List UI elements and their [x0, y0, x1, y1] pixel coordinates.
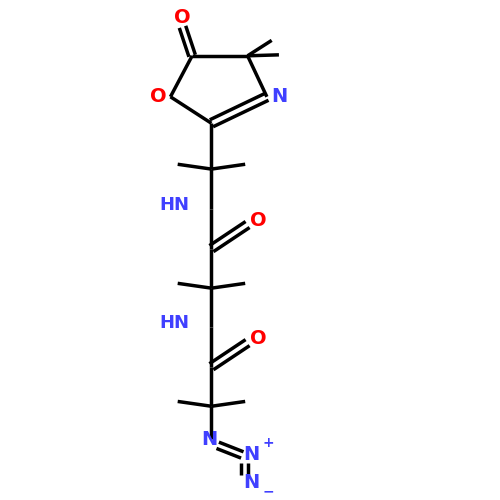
Text: O: O	[150, 88, 166, 106]
Text: O: O	[250, 330, 266, 348]
Text: −: −	[262, 484, 274, 498]
Text: HN: HN	[160, 196, 190, 214]
Text: HN: HN	[160, 314, 190, 332]
Text: N: N	[201, 430, 217, 448]
Text: +: +	[262, 436, 274, 450]
Text: N: N	[244, 474, 260, 492]
Text: O: O	[250, 211, 266, 230]
Text: N: N	[244, 446, 260, 464]
Text: N: N	[271, 88, 287, 106]
Text: O: O	[174, 8, 191, 26]
